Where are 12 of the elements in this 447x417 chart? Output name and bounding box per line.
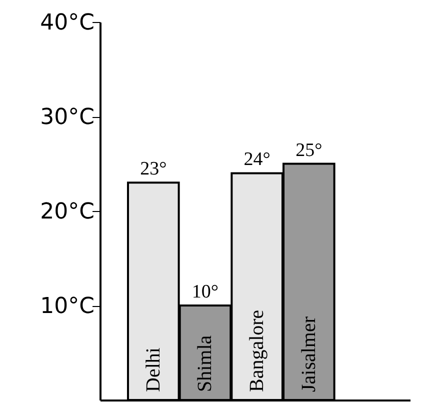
data-label: 24° <box>244 149 270 170</box>
data-label: 25° <box>296 140 322 161</box>
x-tick-label: Jaisalmer <box>298 316 320 392</box>
y-tick-label: 30°C <box>40 105 94 130</box>
y-tick-label: 20°C <box>40 200 94 224</box>
x-tick-label: Bangalore <box>246 310 268 392</box>
x-tick-label: Delhi <box>142 347 164 392</box>
x-tick-label: Shimla <box>194 335 216 392</box>
data-label: 10° <box>192 282 219 302</box>
y-tick-label: 10°C <box>40 294 94 319</box>
y-tick-label: 40°C <box>40 10 94 36</box>
data-label: 23° <box>140 158 167 180</box>
